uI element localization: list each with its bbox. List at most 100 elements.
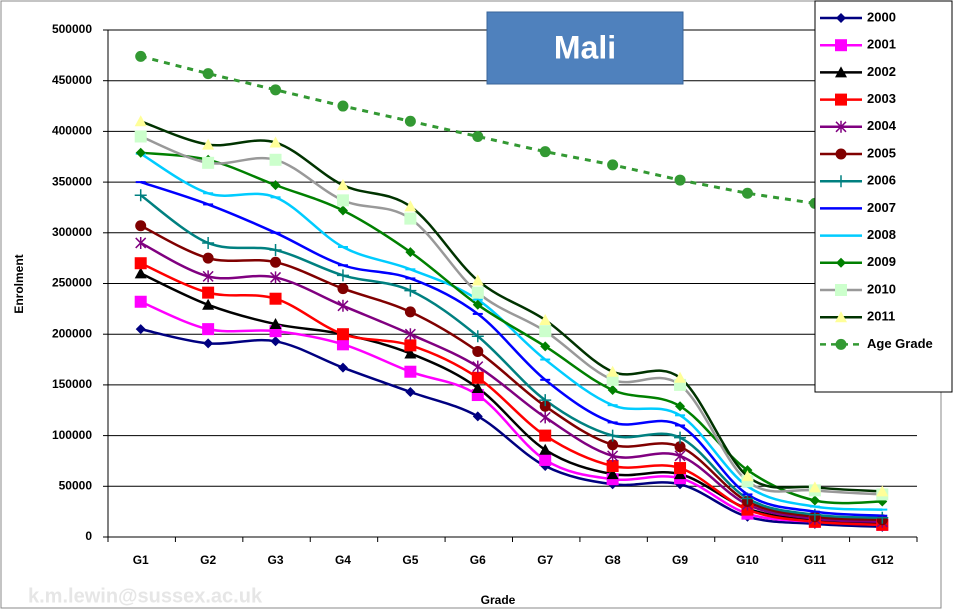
marker bbox=[607, 159, 619, 171]
marker bbox=[539, 314, 552, 326]
marker bbox=[606, 460, 619, 473]
marker bbox=[405, 247, 416, 258]
marker bbox=[202, 252, 214, 264]
marker bbox=[270, 84, 282, 96]
marker bbox=[202, 236, 215, 249]
title-box: Mali bbox=[486, 11, 684, 85]
marker bbox=[134, 257, 147, 270]
series-line bbox=[140, 180, 883, 517]
x-tick-label: G8 bbox=[605, 553, 621, 567]
marker bbox=[134, 267, 147, 279]
marker bbox=[337, 205, 348, 216]
marker bbox=[135, 147, 146, 158]
marker bbox=[835, 284, 847, 296]
legend-label: 2008 bbox=[867, 227, 896, 242]
marker bbox=[337, 283, 349, 295]
legend-box bbox=[814, 0, 953, 393]
marker bbox=[471, 274, 484, 286]
legend-label: 2001 bbox=[867, 37, 896, 52]
marker bbox=[269, 244, 282, 257]
marker bbox=[472, 130, 484, 142]
marker bbox=[336, 179, 349, 191]
x-tick-label: G6 bbox=[470, 553, 486, 567]
marker bbox=[539, 453, 552, 466]
legend-label: Age Grade bbox=[867, 336, 933, 351]
legend-label: 2011 bbox=[867, 309, 895, 324]
marker bbox=[337, 299, 349, 312]
marker bbox=[472, 299, 483, 310]
y-tick-label: 100000 bbox=[52, 428, 92, 442]
marker bbox=[269, 153, 282, 166]
marker bbox=[203, 338, 214, 349]
marker bbox=[876, 511, 889, 524]
series-line bbox=[140, 151, 883, 505]
marker bbox=[539, 325, 552, 338]
marker bbox=[539, 443, 552, 455]
marker bbox=[202, 270, 214, 283]
legend-label: 2005 bbox=[867, 145, 896, 160]
marker bbox=[876, 485, 889, 497]
x-tick-label: G11 bbox=[804, 553, 826, 567]
chart-title: Mali bbox=[554, 29, 616, 65]
marker bbox=[675, 401, 686, 412]
marker bbox=[404, 200, 417, 212]
legend-label: 2006 bbox=[867, 173, 896, 188]
marker bbox=[269, 136, 282, 148]
marker bbox=[134, 189, 147, 202]
marker bbox=[471, 286, 484, 299]
marker bbox=[539, 400, 551, 412]
x-tick-label: G3 bbox=[268, 553, 284, 567]
marker bbox=[336, 194, 349, 207]
legend: 2000 2001 2002 2003 2004 2005 2006 2007 2008 2009… bbox=[814, 0, 953, 393]
marker bbox=[405, 386, 416, 397]
marker bbox=[836, 13, 846, 23]
title-background bbox=[486, 11, 684, 85]
legend-label: 2002 bbox=[867, 64, 896, 79]
legend-label: 2003 bbox=[867, 91, 896, 106]
marker bbox=[674, 431, 687, 444]
marker bbox=[471, 371, 484, 384]
marker bbox=[539, 394, 552, 407]
marker bbox=[539, 429, 552, 442]
marker bbox=[269, 318, 282, 330]
marker bbox=[336, 328, 349, 341]
y-axis-label: Enrolment bbox=[12, 254, 26, 313]
marker bbox=[270, 336, 281, 347]
marker bbox=[404, 306, 416, 318]
marker bbox=[134, 130, 147, 143]
marker bbox=[404, 212, 417, 225]
marker bbox=[606, 373, 619, 386]
legend-label: 2009 bbox=[867, 254, 896, 269]
marker bbox=[135, 324, 146, 335]
marker bbox=[674, 371, 687, 383]
marker bbox=[202, 298, 215, 310]
marker bbox=[202, 68, 214, 80]
marker bbox=[404, 339, 417, 352]
marker bbox=[539, 146, 551, 158]
x-tick-label: G4 bbox=[335, 553, 351, 567]
x-tick-label: G2 bbox=[200, 553, 216, 567]
y-tick-label: 500000 bbox=[52, 22, 92, 36]
marker bbox=[337, 362, 348, 373]
marker bbox=[404, 365, 417, 378]
marker bbox=[135, 236, 147, 249]
marker bbox=[472, 411, 483, 422]
marker bbox=[674, 174, 686, 186]
marker bbox=[835, 93, 847, 106]
y-tick-label: 350000 bbox=[52, 174, 92, 188]
marker bbox=[134, 115, 147, 127]
marker bbox=[835, 148, 847, 160]
marker bbox=[835, 338, 847, 350]
x-tick-label: G9 bbox=[672, 553, 688, 567]
marker bbox=[808, 481, 821, 493]
y-tick-label: 300000 bbox=[52, 225, 92, 239]
legend-label: 2010 bbox=[867, 281, 896, 296]
marker bbox=[471, 330, 484, 343]
y-tick-label: 200000 bbox=[52, 326, 92, 340]
marker bbox=[135, 50, 147, 62]
x-tick-label: G5 bbox=[402, 553, 418, 567]
marker bbox=[741, 470, 754, 482]
marker bbox=[269, 292, 282, 305]
marker bbox=[607, 439, 619, 451]
marker bbox=[539, 411, 551, 424]
